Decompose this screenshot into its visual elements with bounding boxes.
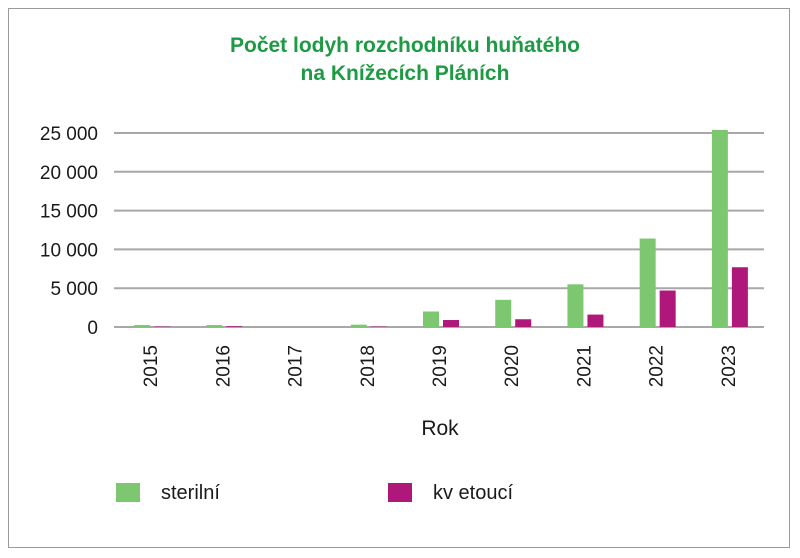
y-tick-label: 20 000 xyxy=(40,163,98,184)
bar-kvetouci-2023 xyxy=(731,267,748,327)
bar-sterilni-2023 xyxy=(711,129,728,327)
x-tick-label: 2017 xyxy=(286,345,307,387)
bar-sterilni-2020 xyxy=(495,299,512,327)
legend: sterilní kv etoucí xyxy=(116,482,513,504)
x-tick-label: 2020 xyxy=(502,345,523,387)
bar-sterilni-2019 xyxy=(423,311,439,327)
bar-kvetouci-2022 xyxy=(659,290,676,327)
y-tick-label: 10 000 xyxy=(40,240,98,261)
x-tick-label: 2023 xyxy=(719,345,740,387)
chart-title-line-2: na Knížecích Pláních xyxy=(301,62,510,85)
bar-sterilni-2022 xyxy=(639,238,656,327)
chart-frame xyxy=(8,8,790,548)
legend-label-sterilni: sterilní xyxy=(161,482,220,504)
y-tick-labels: 0 5 000 10 000 15 000 20 000 25 000 xyxy=(40,124,98,339)
legend-label-kvetouci: kv etoucí xyxy=(433,482,513,504)
legend-swatch-kvetouci xyxy=(388,483,412,502)
bar-kvetouci-2021 xyxy=(587,314,604,327)
bar-kvetouci-2019 xyxy=(443,320,459,327)
y-tick-label: 25 000 xyxy=(40,124,98,145)
x-tick-label: 2015 xyxy=(141,345,162,387)
x-tick-label: 2021 xyxy=(574,345,595,387)
bar-sterilni-2018 xyxy=(350,324,367,327)
x-tick-label: 2018 xyxy=(358,345,379,387)
chart-title-line-1: Počet lodyh rozchodníku huňatého xyxy=(230,34,580,57)
x-tick-label: 2022 xyxy=(647,345,668,387)
legend-swatch-sterilni xyxy=(116,483,140,502)
bar-kvetouci-2016 xyxy=(226,326,243,327)
y-tick-label: 15 000 xyxy=(40,202,98,223)
bar-kvetouci-2020 xyxy=(515,319,532,327)
y-tick-label: 5 000 xyxy=(50,279,98,300)
x-tick-label: 2019 xyxy=(430,345,451,387)
y-tick-label: 0 xyxy=(87,318,98,339)
bar-sterilni-2021 xyxy=(567,284,584,327)
bars xyxy=(134,129,748,327)
bar-sterilni-2016 xyxy=(206,325,223,327)
x-tick-labels: 2015 2016 2017 2018 2019 2020 2021 2022 2023 xyxy=(141,345,740,387)
x-tick-label: 2016 xyxy=(213,345,234,387)
bar-sterilni-2015 xyxy=(134,325,151,327)
x-axis-label: Rok xyxy=(421,417,459,440)
